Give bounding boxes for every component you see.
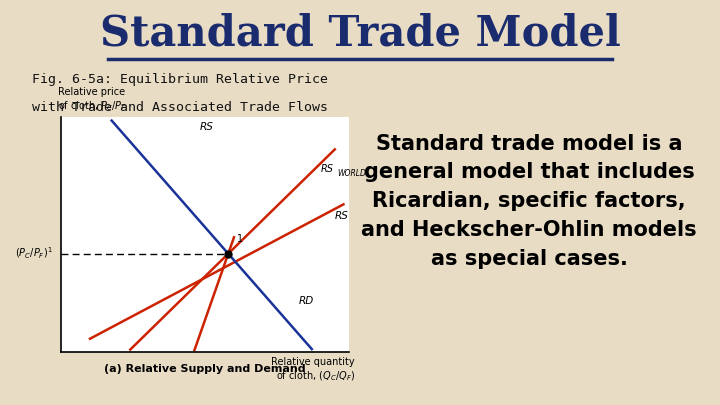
Text: WORLD: WORLD: [338, 169, 366, 178]
Text: with Trade and Associated Trade Flows: with Trade and Associated Trade Flows: [32, 101, 328, 114]
Text: (a) Relative Supply and Demand: (a) Relative Supply and Demand: [104, 364, 306, 375]
Text: Fig. 6-5a: Equilibrium Relative Price: Fig. 6-5a: Equilibrium Relative Price: [32, 73, 328, 86]
Text: RS: RS: [335, 211, 348, 221]
Text: 1: 1: [237, 234, 243, 244]
Text: Relative quantity
of cloth, ($Q_C$/$Q_F$): Relative quantity of cloth, ($Q_C$/$Q_F$…: [271, 357, 355, 383]
Text: Relative price
of cloth, $P_C$/$P_F$: Relative price of cloth, $P_C$/$P_F$: [58, 87, 127, 113]
Text: RD: RD: [298, 296, 314, 306]
Text: Standard trade model is a
general model that includes
Ricardian, specific factor: Standard trade model is a general model …: [361, 134, 697, 269]
Text: RS: RS: [320, 164, 333, 174]
Text: Standard Trade Model: Standard Trade Model: [99, 12, 621, 54]
Text: $(P_C/P_F)^1$: $(P_C/P_F)^1$: [15, 246, 53, 261]
Text: RS: RS: [199, 122, 214, 132]
